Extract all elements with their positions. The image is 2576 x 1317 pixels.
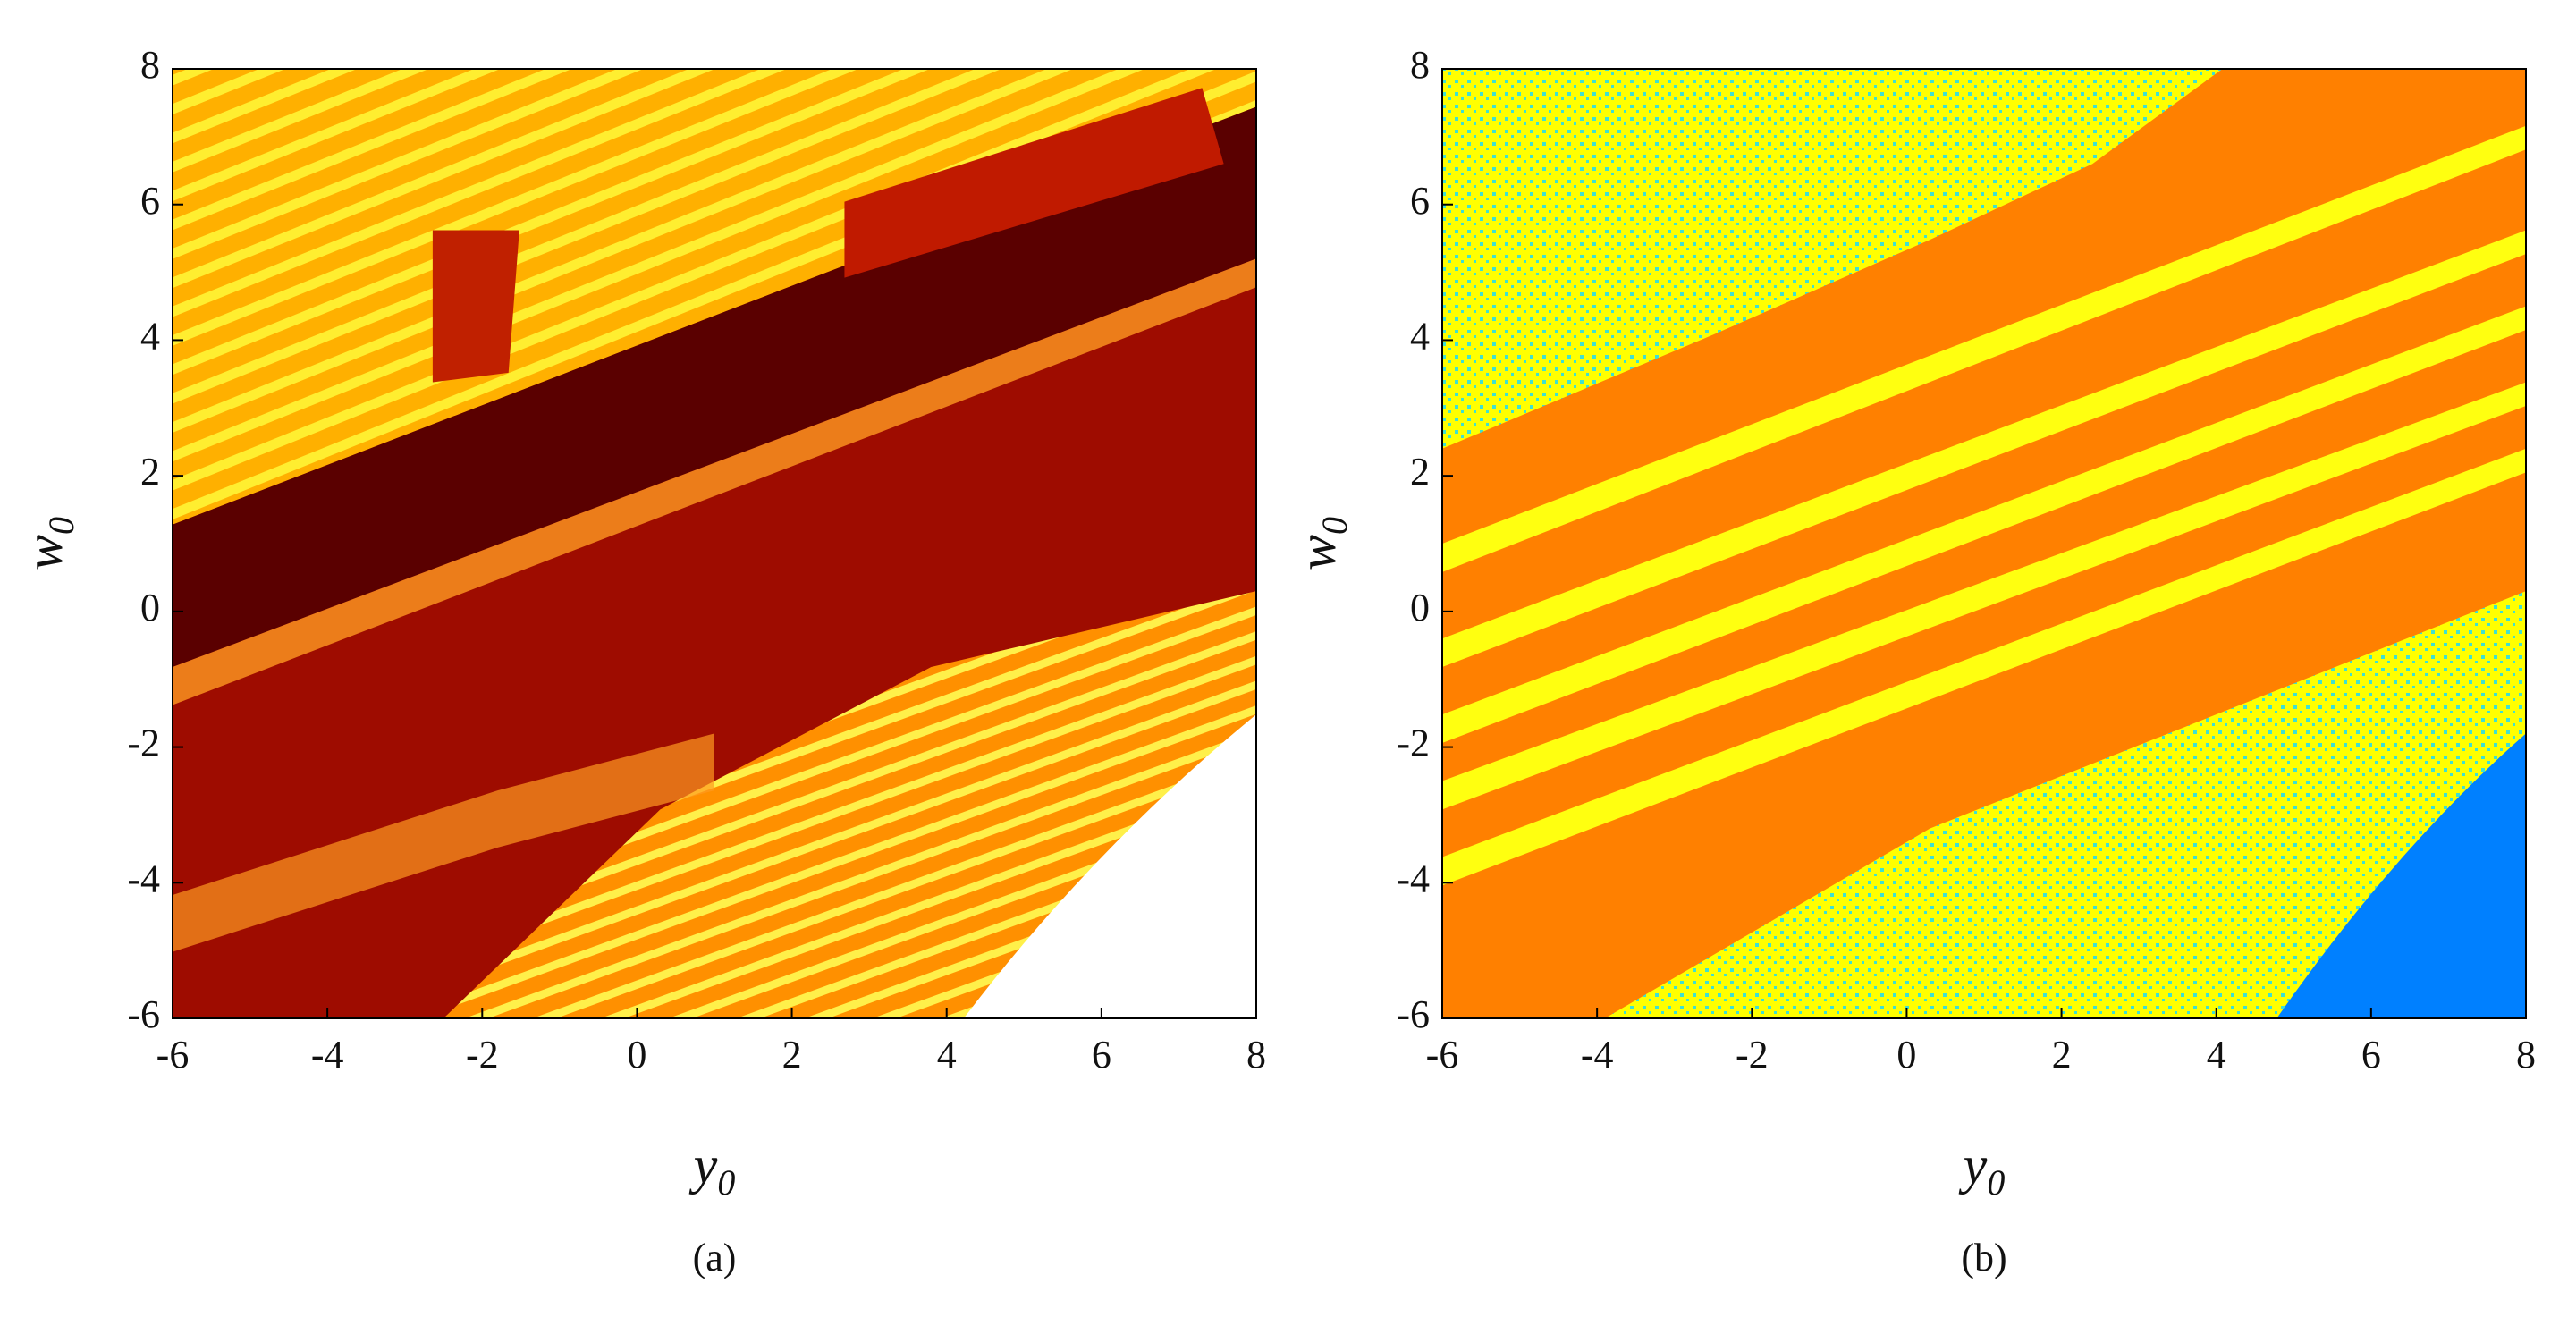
- y-tick-label: 0: [140, 586, 160, 629]
- y-tick-label: 8: [140, 43, 160, 87]
- y-axis-label-subscript: 0: [1314, 517, 1355, 535]
- x-axis-label: y0: [1958, 1135, 2006, 1203]
- y-tick-label: -4: [127, 857, 160, 900]
- y-tick-label: -2: [1397, 722, 1430, 765]
- x-tick-label: 2: [782, 1033, 802, 1076]
- plot-frame: [1441, 68, 2527, 1019]
- x-tick-label: 8: [2516, 1033, 2536, 1076]
- region: [1442, 306, 2526, 744]
- region: [173, 733, 714, 952]
- x-axis-label-text: y: [688, 1135, 718, 1195]
- y-axis-label: w0: [1288, 517, 1355, 570]
- x-tick-label: 4: [937, 1033, 957, 1076]
- y-tick-label: -2: [127, 722, 160, 765]
- x-axis-label-subscript: 0: [1987, 1162, 2005, 1203]
- region: [1442, 125, 2526, 572]
- y-tick-label: 6: [1410, 179, 1430, 223]
- x-axis-label-subscript: 0: [717, 1162, 735, 1203]
- y-tick-label: 4: [1410, 315, 1430, 359]
- plot-frame: [172, 68, 1257, 1019]
- y-axis-label-text: w: [14, 535, 73, 570]
- y-axis-label-text: w: [1288, 535, 1347, 570]
- x-tick-label: 2: [2052, 1033, 2072, 1076]
- x-axis-label: y0: [688, 1135, 736, 1203]
- region: [1442, 230, 2526, 668]
- x-tick-label: 0: [1896, 1033, 1916, 1076]
- x-tick-label: -4: [311, 1033, 344, 1076]
- y-tick-label: -6: [1397, 992, 1430, 1036]
- x-axis-label-text: y: [1958, 1135, 1988, 1195]
- x-tick-label: -2: [1736, 1033, 1769, 1076]
- region: [844, 88, 1224, 278]
- y-tick-label: 0: [1410, 586, 1430, 629]
- region: [432, 230, 519, 383]
- region: [173, 106, 1256, 668]
- y-tick-label: -6: [127, 992, 160, 1036]
- x-tick-label: 6: [2361, 1033, 2381, 1076]
- x-tick-label: -4: [1581, 1033, 1614, 1076]
- x-tick-label: -2: [466, 1033, 499, 1076]
- y-tick-label: 6: [140, 179, 160, 223]
- caption: (b): [1961, 1236, 2006, 1279]
- y-tick-label: 2: [1410, 450, 1430, 494]
- region: [2276, 733, 2526, 1018]
- y-tick-label: 8: [1410, 43, 1430, 87]
- region: [1442, 69, 2223, 449]
- x-tick-label: 0: [627, 1033, 646, 1076]
- y-tick-label: 4: [140, 315, 160, 359]
- y-axis-label: w0: [14, 517, 81, 570]
- x-tick-label: -6: [1426, 1033, 1459, 1076]
- x-tick-label: 8: [1246, 1033, 1266, 1076]
- x-tick-label: 6: [1092, 1033, 1111, 1076]
- region: [1442, 382, 2526, 810]
- region: [963, 714, 1256, 1018]
- y-tick-label: 2: [140, 450, 160, 494]
- y-tick-label: -4: [1397, 857, 1430, 900]
- caption: (a): [693, 1236, 737, 1279]
- region: [173, 258, 1256, 705]
- x-tick-label: -6: [156, 1033, 190, 1076]
- x-tick-label: 4: [2207, 1033, 2226, 1076]
- region: [1442, 448, 2526, 886]
- y-axis-label-subscript: 0: [41, 517, 81, 535]
- region: [1604, 591, 2526, 1018]
